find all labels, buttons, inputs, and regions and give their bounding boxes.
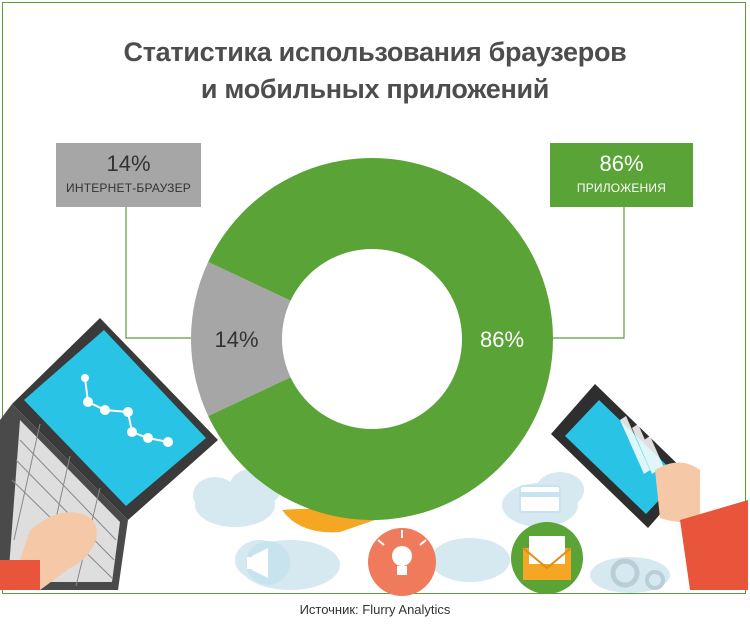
callout-browser-label: Интернет-браузер [66, 181, 191, 195]
chart-frame [2, 2, 746, 594]
cloud-icon [430, 538, 670, 593]
chart-title: Статистика использования браузеров и моб… [0, 34, 750, 108]
smartphone-icon [551, 384, 748, 590]
callout-apps: 86% Приложения [550, 143, 693, 207]
callout-browser: 14% Интернет-браузер [56, 143, 201, 207]
donut-label-apps: 86% [480, 327, 524, 352]
donut-label-browser: 14% [214, 327, 258, 352]
donut-slice-apps [208, 158, 553, 521]
title-line-2: и мобильных приложений [200, 74, 550, 104]
title-line-1: Статистика использования браузеров [123, 37, 627, 67]
hand-icon [0, 512, 97, 590]
laptop-icon [0, 318, 218, 590]
credit-card-icon [519, 485, 561, 513]
connector-line-browser [125, 207, 193, 339]
source-note: Источник: Flurry Analytics [299, 602, 451, 617]
donut-slice-browser [191, 261, 291, 417]
callout-browser-percent: 14% [106, 151, 151, 176]
gear-icon [610, 558, 665, 590]
callout-apps-percent: 86% [599, 151, 644, 176]
connector-line-apps [550, 207, 625, 339]
megaphone-icon [246, 541, 290, 585]
envelope-icon [511, 522, 583, 594]
callout-apps-label: Приложения [576, 181, 667, 195]
donut-chart: 14% 86% [191, 158, 553, 521]
lightbulb-icon [368, 528, 436, 596]
